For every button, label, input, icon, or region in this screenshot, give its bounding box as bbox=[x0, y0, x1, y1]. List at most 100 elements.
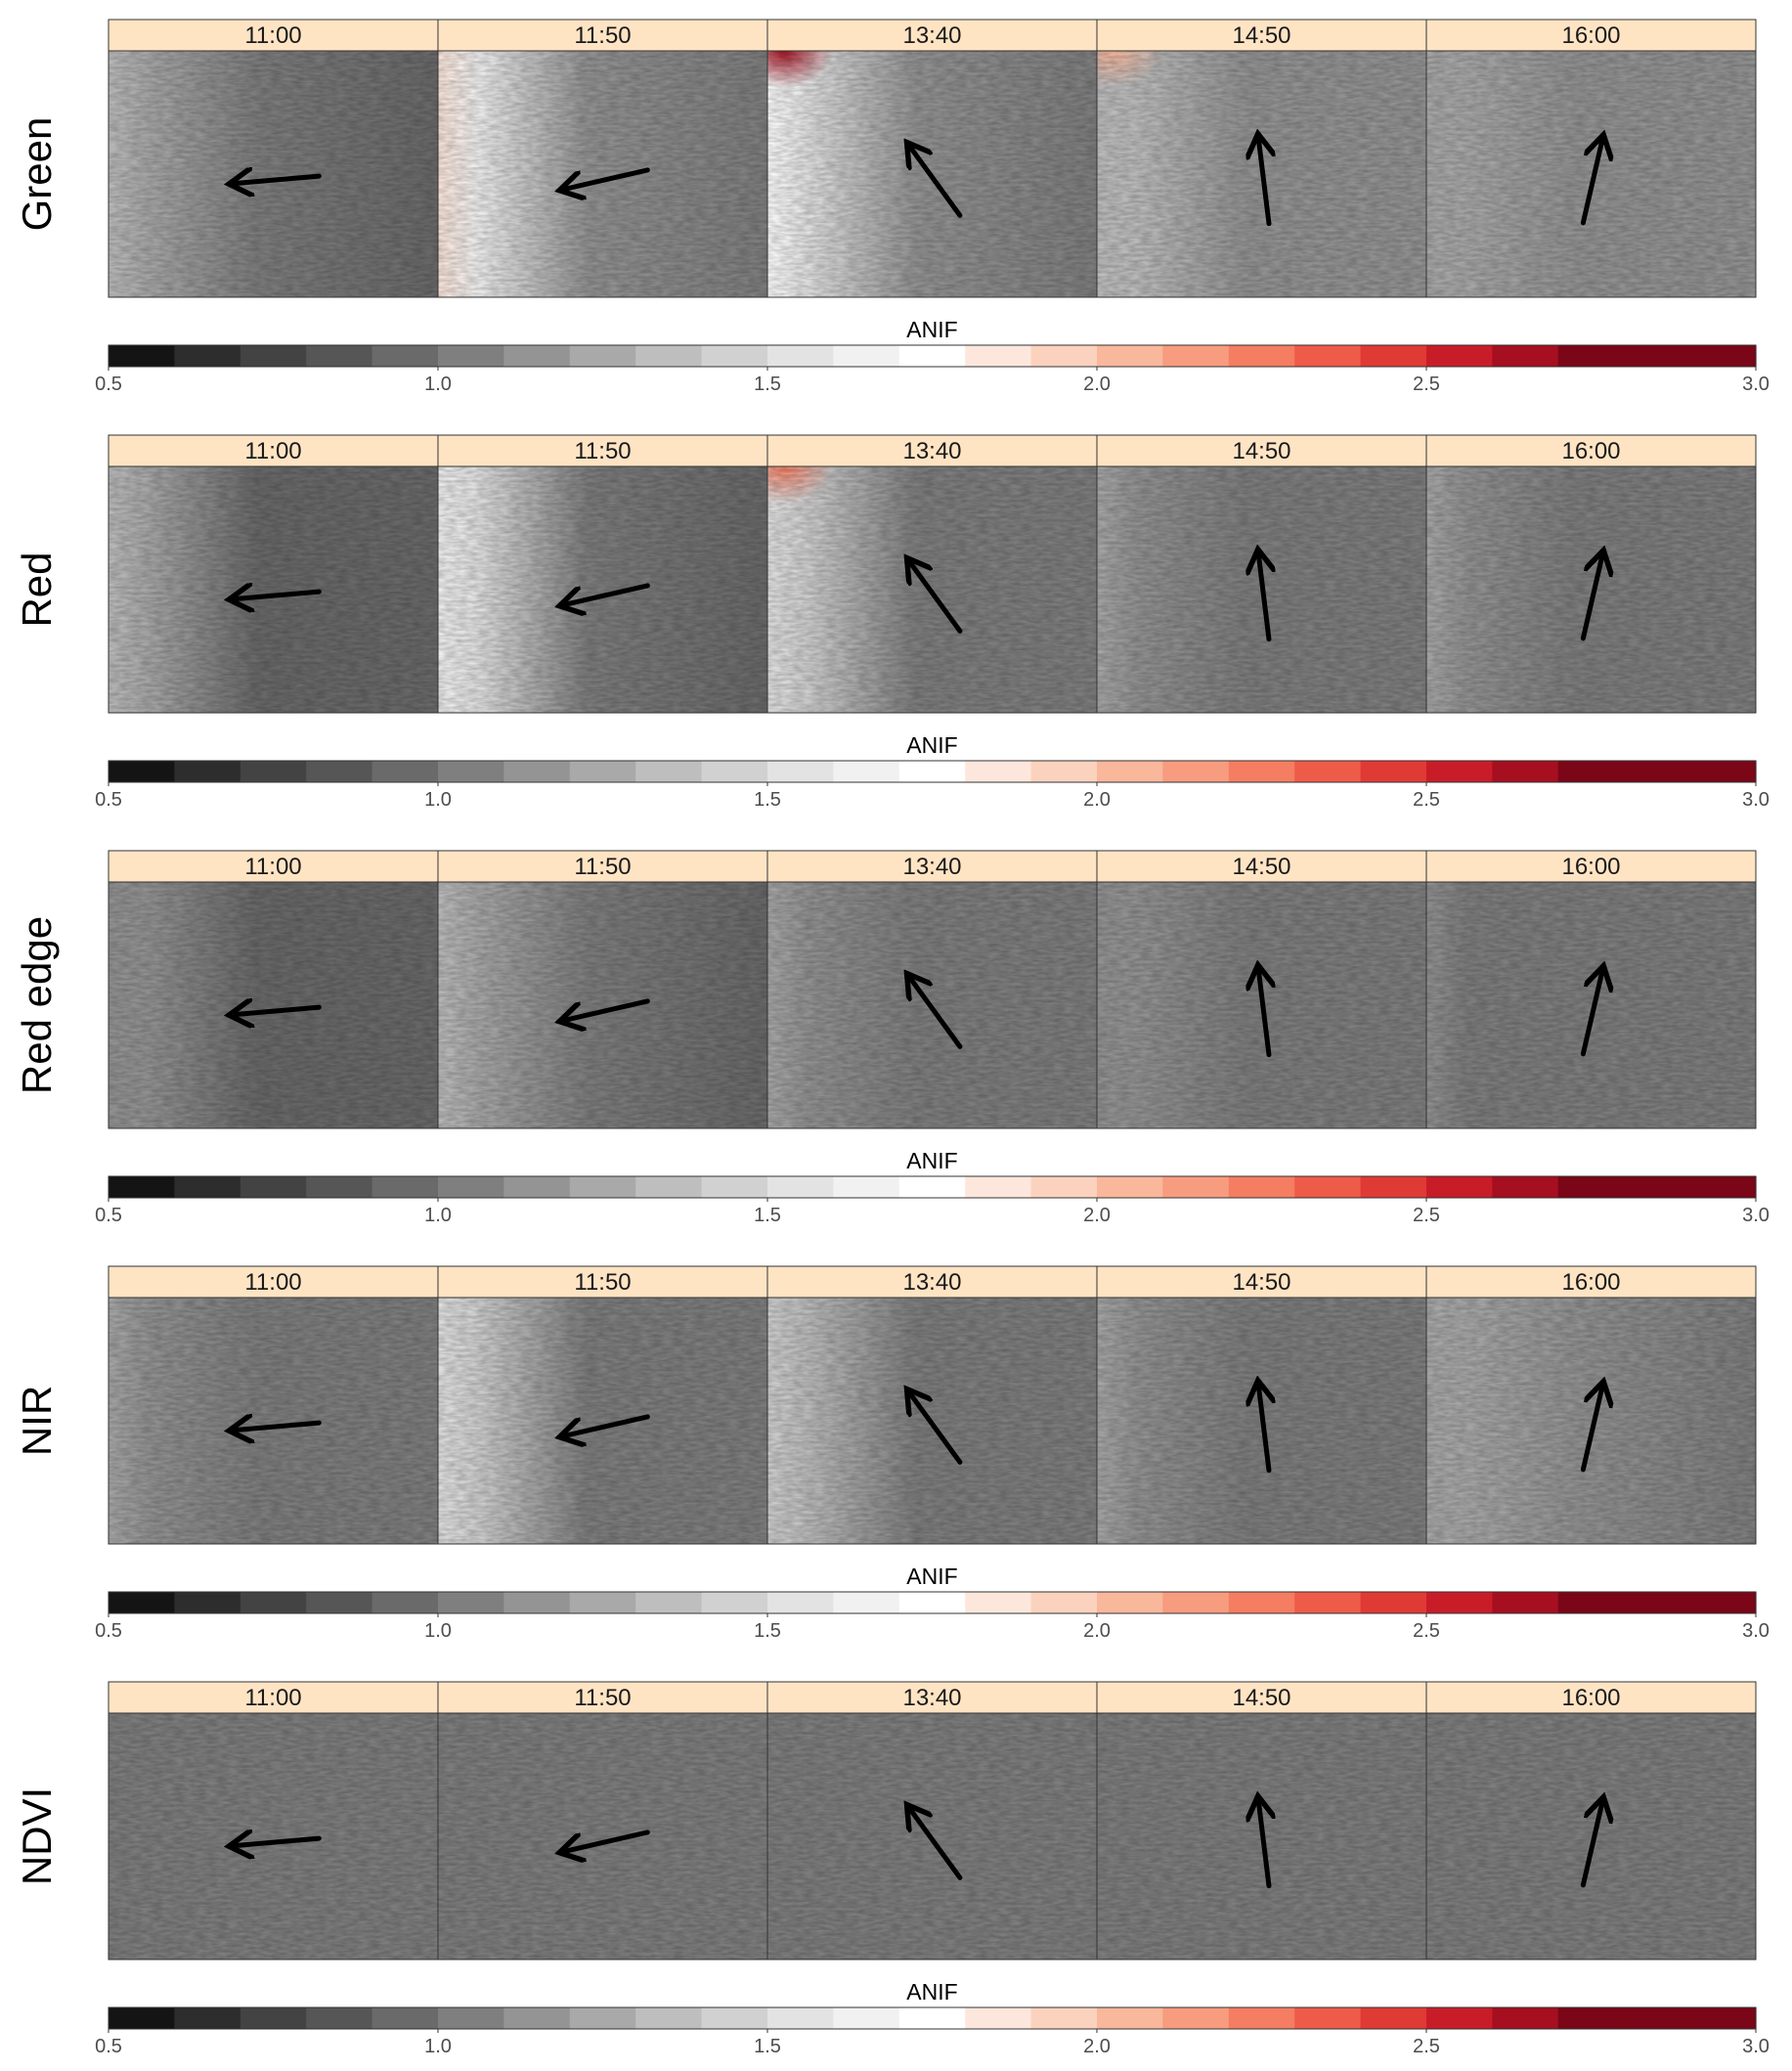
colorbar-bin bbox=[306, 345, 373, 367]
sun-direction-arrow bbox=[1580, 137, 1602, 226]
colorbar-title: ANIF bbox=[906, 732, 957, 758]
colorbar-bin bbox=[1097, 345, 1163, 367]
colorbar-bin bbox=[569, 1176, 636, 1198]
facet-strip bbox=[1425, 19, 1757, 52]
colorbar-bin bbox=[1624, 345, 1691, 367]
panel-texture bbox=[438, 882, 767, 1128]
facet-time-label: 13:40 bbox=[902, 438, 961, 464]
colorbar-bin bbox=[1689, 1176, 1757, 1198]
facet-time-label: 16:00 bbox=[1561, 854, 1620, 880]
facet-strip bbox=[1096, 1265, 1427, 1299]
colorbar-tick-label: 3.0 bbox=[1742, 789, 1770, 811]
colorbar-bin bbox=[898, 1176, 966, 1198]
colorbar-bin bbox=[1557, 2007, 1625, 2029]
colorbar-tick-label: 2.0 bbox=[1083, 1205, 1111, 1226]
colorbar-frame bbox=[108, 1175, 1757, 1199]
colorbar-bin bbox=[109, 761, 175, 782]
colorbar-bin bbox=[109, 1592, 175, 1613]
colorbar-title: ANIF bbox=[906, 317, 957, 342]
colorbar-bin bbox=[1426, 345, 1493, 367]
colorbar-bin bbox=[240, 761, 307, 782]
colorbar-bin bbox=[965, 2007, 1032, 2029]
colorbar-bin bbox=[569, 2007, 636, 2029]
colorbar-bin bbox=[635, 2007, 703, 2029]
colorbar-bin bbox=[635, 345, 703, 367]
colorbar-tick-label: 3.0 bbox=[1742, 2036, 1770, 2057]
colorbar-title: ANIF bbox=[906, 1564, 957, 1589]
facet-time-label: 11:00 bbox=[244, 1685, 301, 1711]
colorbar-bin bbox=[1294, 1592, 1362, 1613]
facet-time-label: 13:40 bbox=[902, 22, 961, 49]
sun-direction-arrow bbox=[232, 592, 322, 599]
sun-direction-arrow bbox=[908, 560, 963, 634]
colorbar-bin bbox=[1360, 345, 1427, 367]
facet-time-label: 13:40 bbox=[902, 1269, 961, 1296]
panel-texture bbox=[1426, 1298, 1756, 1544]
facet-time-label: 14:50 bbox=[1232, 1269, 1290, 1296]
facet-time-label: 11:00 bbox=[244, 854, 301, 880]
colorbar-bin bbox=[372, 1176, 439, 1198]
colorbar-tick-label: 2.5 bbox=[1413, 1620, 1440, 1642]
colorbar-bin bbox=[1492, 1592, 1559, 1613]
facet-time-label: 11:50 bbox=[574, 854, 631, 880]
panel-border bbox=[1425, 1712, 1757, 1961]
colorbar-bin bbox=[240, 345, 307, 367]
colorbar-bin bbox=[306, 2007, 373, 2029]
colorbar-bin bbox=[965, 1176, 1032, 1198]
facet-time-label: 16:00 bbox=[1561, 1685, 1620, 1711]
colorbar-bin bbox=[701, 345, 768, 367]
colorbar-bin bbox=[1097, 1592, 1163, 1613]
colorbar-bin bbox=[833, 761, 900, 782]
colorbar-bin bbox=[1426, 761, 1493, 782]
sun-direction-arrow bbox=[1580, 968, 1602, 1057]
colorbar-tick-label: 2.0 bbox=[1083, 2036, 1111, 2057]
colorbar-bin bbox=[174, 2007, 241, 2029]
sun-direction-arrow bbox=[562, 1829, 650, 1852]
colorbar-frame bbox=[108, 2006, 1757, 2030]
colorbar-bin bbox=[1557, 345, 1625, 367]
colorbar-bin bbox=[372, 1592, 439, 1613]
colorbar-bin bbox=[1624, 761, 1691, 782]
colorbar-bin bbox=[1030, 1592, 1098, 1613]
colorbar-bin bbox=[1426, 1592, 1493, 1613]
colorbar-bin bbox=[569, 1592, 636, 1613]
facet-strip bbox=[1096, 19, 1427, 52]
colorbar-bin bbox=[833, 1176, 900, 1198]
colorbar-bin bbox=[965, 345, 1032, 367]
colorbar-bin bbox=[898, 2007, 966, 2029]
colorbar-tick-label: 0.5 bbox=[95, 374, 122, 395]
colorbar-bin bbox=[1360, 761, 1427, 782]
colorbar-bin bbox=[174, 1176, 241, 1198]
colorbar-bin bbox=[1228, 761, 1295, 782]
panel-texture bbox=[109, 882, 438, 1128]
colorbar-bin bbox=[1492, 761, 1559, 782]
colorbar-bin bbox=[767, 2007, 834, 2029]
colorbar-bin bbox=[1030, 345, 1098, 367]
facet-strip bbox=[1425, 1265, 1757, 1299]
colorbar-bin bbox=[701, 761, 768, 782]
colorbar-bin bbox=[1492, 345, 1559, 367]
colorbar-bin bbox=[174, 345, 241, 367]
facet-time-label: 16:00 bbox=[1561, 1269, 1620, 1296]
colorbar-bin bbox=[1097, 2007, 1163, 2029]
colorbar-bin bbox=[898, 761, 966, 782]
colorbar-bin bbox=[767, 1176, 834, 1198]
colorbar-bin bbox=[898, 1592, 966, 1613]
colorbar-bin bbox=[1294, 761, 1362, 782]
facet-time-label: 16:00 bbox=[1561, 22, 1620, 49]
sun-direction-arrow bbox=[1258, 136, 1269, 227]
sun-direction-arrow bbox=[1258, 967, 1269, 1058]
sun-direction-arrow bbox=[562, 1414, 650, 1436]
sun-direction-arrow bbox=[1258, 1798, 1269, 1889]
colorbar-bin bbox=[1294, 345, 1362, 367]
facet-strip bbox=[108, 434, 439, 467]
colorbar-bin bbox=[1228, 1592, 1295, 1613]
sun-direction-arrow bbox=[908, 145, 963, 218]
colorbar-tick-label: 1.5 bbox=[754, 789, 781, 811]
colorbar-bin bbox=[1162, 345, 1230, 367]
colorbar-bin bbox=[1030, 1176, 1098, 1198]
colorbar-bin bbox=[701, 1176, 768, 1198]
colorbar-bin bbox=[1492, 2007, 1559, 2029]
facet-time-label: 13:40 bbox=[902, 1685, 961, 1711]
colorbar-bin bbox=[1228, 2007, 1295, 2029]
